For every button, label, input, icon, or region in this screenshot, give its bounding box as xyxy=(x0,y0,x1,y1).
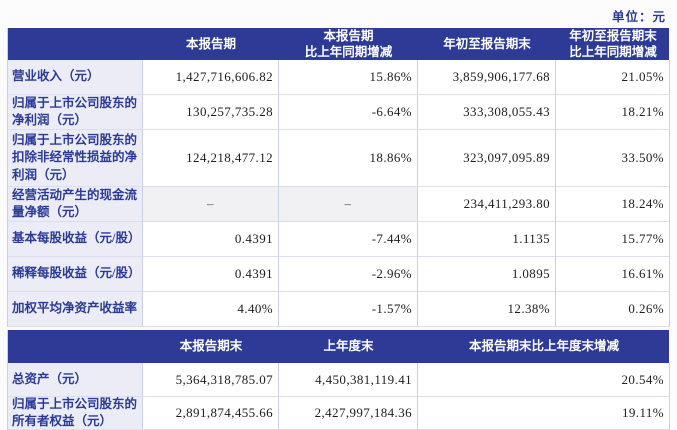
row-label: 归属于上市公司股东的净利润（元） xyxy=(8,95,143,130)
col-header-prior-year-end: 上年度末 xyxy=(323,339,374,354)
value-current-period-yoy: – xyxy=(279,187,418,222)
row-label: 基本每股收益（元/股） xyxy=(8,222,143,257)
value-ytd-yoy: 15.77% xyxy=(556,222,670,257)
table-row: 归属于上市公司股东的所有者权益（元） 2,891,874,455.66 2,42… xyxy=(8,397,670,430)
row-label: 总资产（元） xyxy=(8,363,143,397)
table-header-row: 本报告期 本报告期 比上年同期增减 年初至报告期末 年初至报告期末 比上年同期增… xyxy=(8,28,669,60)
col-header-blank xyxy=(8,28,143,61)
col-header-period-end: 本报告期末 xyxy=(179,339,243,354)
table-row: 经营活动产生的现金流量净额（元） – – 234,411,293.80 18.2… xyxy=(8,187,670,222)
value-current-period-yoy: 15.86% xyxy=(279,60,418,95)
col-header-current-period: 本报告期 xyxy=(185,37,236,52)
value-ytd: 12.38% xyxy=(418,292,556,327)
row-label: 稀释每股收益（元/股） xyxy=(8,257,143,292)
table-header-row: 本报告期末 上年度末 本报告期末比上年度末增减 xyxy=(8,330,669,363)
table-row: 稀释每股收益（元/股） 0.4391 -2.96% 1.0895 16.61% xyxy=(8,257,670,292)
value-current-period: 0.4391 xyxy=(143,257,279,292)
row-label: 经营活动产生的现金流量净额（元） xyxy=(8,187,143,222)
col-header-ytd: 年初至报告期末 xyxy=(443,37,531,52)
row-label: 归属于上市公司股东的扣除非经常性损益的净利润（元） xyxy=(8,130,143,187)
value-ytd-yoy: 33.50% xyxy=(556,130,670,187)
table-row: 营业收入（元） 1,427,716,606.82 15.86% 3,859,90… xyxy=(8,60,670,95)
table-row: 基本每股收益（元/股） 0.4391 -7.44% 1.1135 15.77% xyxy=(8,222,670,257)
value-ytd: 323,097,095.89 xyxy=(418,130,556,187)
value-current-period: 130,257,735.28 xyxy=(143,95,279,130)
value-current-period-yoy: -2.96% xyxy=(279,257,418,292)
value-ytd: 234,411,293.80 xyxy=(418,187,556,222)
value-current-period: 0.4391 xyxy=(143,222,279,257)
value-current-period: 1,427,716,606.82 xyxy=(143,60,279,95)
value-current-period-yoy: -6.64% xyxy=(279,95,418,130)
quarterly-summary-table: 本报告期 本报告期 比上年同期增减 年初至报告期末 年初至报告期末 比上年同期增… xyxy=(7,28,670,327)
col-header-ytd-yoy: 年初至报告期末 比上年同期增减 xyxy=(569,29,657,60)
row-label: 加权平均净资产收益率 xyxy=(8,292,143,327)
value-change: 19.11% xyxy=(418,397,670,430)
value-change: 20.54% xyxy=(418,363,670,397)
value-period-end: 5,364,318,785.07 xyxy=(143,363,279,397)
value-current-period-yoy: -1.57% xyxy=(279,292,418,327)
table-row: 归属于上市公司股东的净利润（元） 130,257,735.28 -6.64% 3… xyxy=(8,95,670,130)
value-current-period: 4.40% xyxy=(143,292,279,327)
row-label: 归属于上市公司股东的所有者权益（元） xyxy=(8,397,143,430)
table-row: 加权平均净资产收益率 4.40% -1.57% 12.38% 0.26% xyxy=(8,292,670,327)
value-ytd: 333,308,055.43 xyxy=(418,95,556,130)
table-row: 归属于上市公司股东的扣除非经常性损益的净利润（元） 124,218,477.12… xyxy=(8,130,670,187)
value-ytd: 1.0895 xyxy=(418,257,556,292)
value-current-period: 124,218,477.12 xyxy=(143,130,279,187)
table-row: 总资产（元） 5,364,318,785.07 4,450,381,119.41… xyxy=(8,363,670,397)
value-current-period-yoy: -7.44% xyxy=(279,222,418,257)
value-ytd: 1.1135 xyxy=(418,222,556,257)
value-ytd-yoy: 18.24% xyxy=(556,187,670,222)
row-label: 营业收入（元） xyxy=(8,60,143,95)
value-ytd-yoy: 18.21% xyxy=(556,95,670,130)
value-ytd-yoy: 16.61% xyxy=(556,257,670,292)
col-header-period-end-change: 本报告期末比上年度末增减 xyxy=(468,339,619,354)
value-prior-year-end: 2,427,997,184.36 xyxy=(279,397,418,430)
value-ytd: 3,859,906,177.68 xyxy=(418,60,556,95)
period-end-summary-table: 本报告期末 上年度末 本报告期末比上年度末增减 总资产（元） 5,364,318… xyxy=(7,330,670,430)
value-ytd-yoy: 0.26% xyxy=(556,292,670,327)
value-prior-year-end: 4,450,381,119.41 xyxy=(279,363,418,397)
unit-label: 单位：元 xyxy=(611,10,666,24)
value-current-period-yoy: 18.86% xyxy=(279,130,418,187)
col-header-blank xyxy=(8,330,143,363)
value-period-end: 2,891,874,455.66 xyxy=(143,397,279,430)
value-current-period: – xyxy=(143,187,279,222)
col-header-current-period-yoy: 本报告期 比上年同期增减 xyxy=(304,29,393,60)
value-ytd-yoy: 21.05% xyxy=(556,60,670,95)
